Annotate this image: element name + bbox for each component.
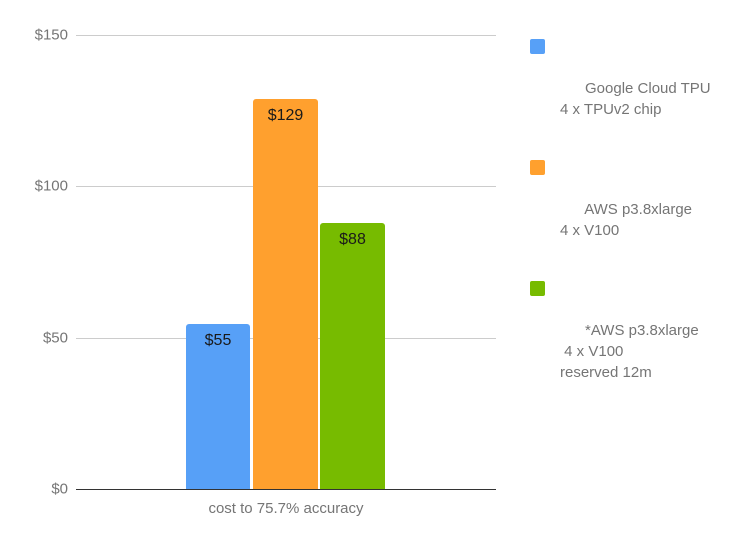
bar-aws-p3-8xlarge: $129 bbox=[253, 99, 318, 489]
bar-value-label: $129 bbox=[267, 107, 304, 124]
bar-google-cloud-tpu: $55 bbox=[186, 324, 250, 489]
x-axis-baseline bbox=[76, 489, 496, 490]
legend-item-aws-p3-8xlarge-reserved: *AWS p3.8xlarge 4 x V100 reserved 12m bbox=[530, 278, 711, 404]
legend-label: *AWS p3.8xlarge 4 x V100 reserved 12m bbox=[560, 322, 699, 381]
y-tick-0: $0 bbox=[51, 480, 68, 498]
y-tick-100: $100 bbox=[34, 177, 68, 195]
bar-value-label: $55 bbox=[204, 332, 232, 349]
y-tick-150: $150 bbox=[34, 26, 68, 44]
gridline-150 bbox=[76, 35, 496, 36]
bar-value-label: $88 bbox=[339, 231, 366, 248]
x-axis-label: cost to 75.7% accuracy bbox=[208, 500, 364, 517]
legend-item-aws-p3-8xlarge: AWS p3.8xlarge 4 x V100 bbox=[530, 157, 711, 262]
legend: Google Cloud TPU 4 x TPUv2 chip AWS p3.8… bbox=[530, 36, 711, 420]
legend-swatch-blue bbox=[530, 39, 545, 54]
legend-label: Google Cloud TPU 4 x TPUv2 chip bbox=[560, 80, 711, 118]
legend-swatch-green bbox=[530, 281, 545, 296]
y-tick-50: $50 bbox=[42, 329, 68, 347]
legend-item-google-cloud-tpu: Google Cloud TPU 4 x TPUv2 chip bbox=[530, 36, 711, 141]
legend-label: AWS p3.8xlarge 4 x V100 bbox=[560, 201, 693, 239]
bar-aws-p3-8xlarge-reserved: $88 bbox=[320, 223, 385, 489]
legend-swatch-orange bbox=[530, 160, 545, 175]
